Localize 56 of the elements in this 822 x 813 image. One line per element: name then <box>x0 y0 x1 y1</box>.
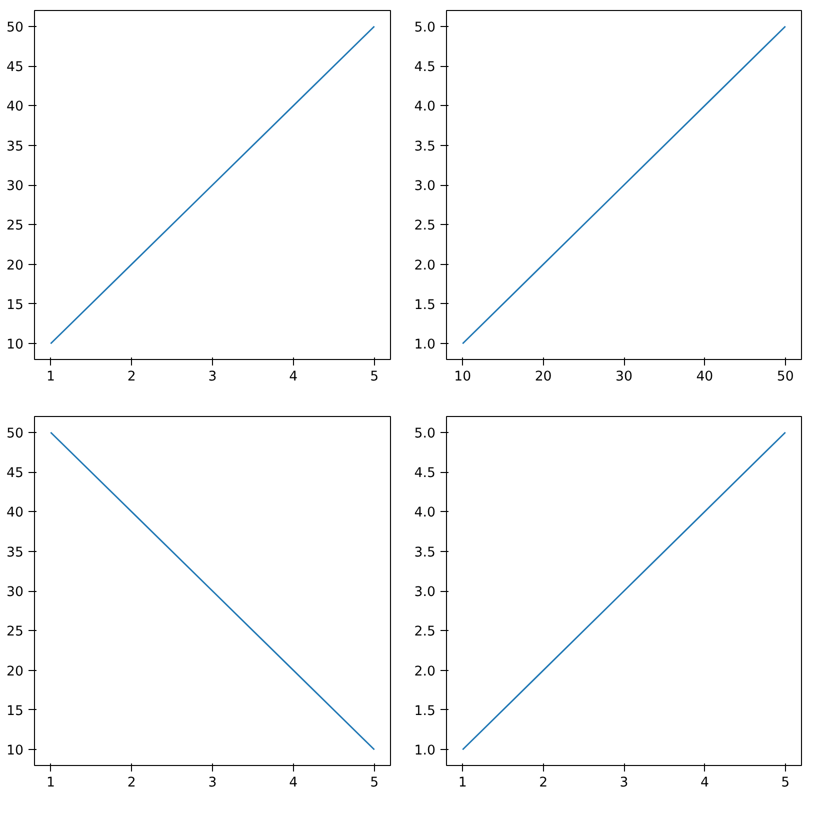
y-tick-label: 40 <box>6 100 24 115</box>
x-tick-label: 10 <box>454 370 472 384</box>
y-tick-label: 20 <box>6 258 24 274</box>
x-tick-label: 5 <box>781 776 790 790</box>
y-tick-label: 2.0 <box>414 258 436 274</box>
y-tick-label: 4.5 <box>414 60 436 76</box>
x-tick-label: 1 <box>46 370 55 384</box>
x-tick-label: 1 <box>46 776 55 790</box>
y-tick-label: 3.5 <box>414 139 436 154</box>
x-tick-label: 40 <box>696 370 714 384</box>
x-tick-label: 4 <box>700 776 709 790</box>
y-tick-label: 30 <box>6 585 24 600</box>
y-tick-label: 4.0 <box>414 506 436 521</box>
y-tick-label: 5.0 <box>414 426 436 442</box>
y-tick-label: 3.5 <box>414 545 436 560</box>
x-tick-label: 30 <box>616 370 632 384</box>
y-tick-label: 15 <box>6 298 24 313</box>
y-tick-label: 45 <box>6 466 24 482</box>
y-tick-label: 1.0 <box>414 744 436 759</box>
x-tick-label: 4 <box>289 370 298 384</box>
y-tick-label: 4.0 <box>414 100 436 115</box>
x-tick-label: 5 <box>370 776 379 790</box>
x-tick-label: 3 <box>620 776 628 790</box>
x-tick-label: 5 <box>370 370 379 384</box>
y-tick-label: 35 <box>6 139 24 154</box>
y-tick-label: 35 <box>6 545 24 560</box>
y-tick-label: 50 <box>6 20 24 36</box>
y-tick-label: 3.0 <box>414 585 436 600</box>
y-tick-label: 15 <box>6 704 24 719</box>
y-tick-label: 2.0 <box>414 664 436 680</box>
x-tick-label: 3 <box>208 370 217 384</box>
x-tick-label: 1 <box>458 776 467 790</box>
y-tick-label: 5.0 <box>414 20 436 36</box>
y-tick-label: 1.5 <box>414 298 436 313</box>
y-tick-label: 50 <box>6 426 24 442</box>
x-tick-label: 50 <box>776 370 794 384</box>
x-tick-label: 3 <box>208 776 217 790</box>
y-tick-label: 10 <box>6 744 24 759</box>
y-tick-label: 2.5 <box>414 624 436 640</box>
y-tick-label: 25 <box>6 218 24 234</box>
y-tick-label: 2.5 <box>414 218 436 234</box>
x-tick-label: 2 <box>539 776 548 790</box>
y-tick-label: 10 <box>6 338 24 353</box>
y-tick-label: 20 <box>6 664 24 680</box>
y-tick-label: 45 <box>6 60 24 76</box>
x-tick-label: 2 <box>127 776 136 790</box>
y-tick-label: 40 <box>6 506 24 521</box>
y-tick-label: 25 <box>6 624 24 640</box>
y-tick-label: 1.0 <box>414 338 436 353</box>
y-tick-label: 1.5 <box>414 704 436 719</box>
y-tick-label: 30 <box>6 179 24 194</box>
y-tick-label: 3.0 <box>414 179 436 194</box>
x-tick-label: 2 <box>127 370 136 384</box>
x-tick-label: 4 <box>289 776 298 790</box>
x-tick-label: 20 <box>534 370 552 384</box>
y-tick-label: 4.5 <box>414 466 436 482</box>
